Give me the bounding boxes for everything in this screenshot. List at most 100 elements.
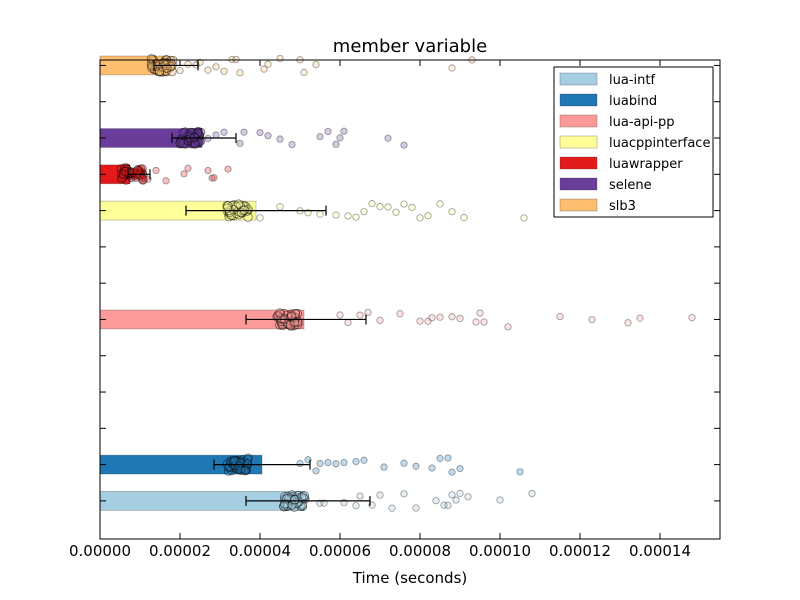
sample-point-luacppinterface xyxy=(520,214,528,222)
sample-point-luabind xyxy=(324,459,332,467)
sample-point-lua-intf xyxy=(432,497,440,505)
sample-point-lua-intf xyxy=(528,489,536,498)
sample-point-selene xyxy=(220,128,228,136)
sample-point-lua-api-pp xyxy=(416,317,424,325)
sample-point-selene xyxy=(236,139,244,147)
cluster-point-luawrapper xyxy=(124,168,134,178)
sample-point-luacppinterface xyxy=(408,203,416,211)
sample-point-luabind xyxy=(456,465,464,473)
cluster-point-luabind xyxy=(242,459,253,469)
sample-point-luabind xyxy=(332,460,340,468)
sample-point-selene xyxy=(212,131,220,139)
legend-swatch-luacppinterface xyxy=(559,135,598,149)
series-lua-intf xyxy=(99,489,536,512)
sample-point-lua-api-pp xyxy=(636,314,644,322)
sample-point-luabind xyxy=(296,459,304,468)
sample-point-slb3 xyxy=(260,65,268,73)
legend-label-luawrapper: luawrapper xyxy=(609,157,683,172)
sample-point-luacppinterface xyxy=(460,214,468,222)
sample-point-selene xyxy=(324,127,332,136)
x-tick-label: 0.00000 xyxy=(69,542,131,560)
sample-point-luabind xyxy=(316,459,324,468)
series-luacppinterface xyxy=(99,199,528,222)
legend-swatch-selene xyxy=(559,177,598,191)
sample-point-selene xyxy=(384,134,392,142)
sample-point-luabind xyxy=(340,458,348,467)
sample-point-selene xyxy=(276,135,284,143)
sample-point-luacppinterface xyxy=(448,208,456,216)
sample-point-luacppinterface xyxy=(392,208,400,216)
sample-point-slb3 xyxy=(264,60,272,68)
sample-point-selene xyxy=(264,132,272,140)
sample-point-lua-api-pp xyxy=(356,311,364,319)
sample-point-luawrapper xyxy=(224,165,232,173)
sample-point-luawrapper xyxy=(162,177,170,185)
sample-point-slb3 xyxy=(212,63,220,71)
series-selene xyxy=(99,126,408,149)
sample-point-lua-intf xyxy=(320,499,328,507)
sample-point-luawrapper xyxy=(180,170,188,178)
sample-point-luabind xyxy=(352,458,360,466)
sample-point-lua-api-pp xyxy=(688,314,696,322)
sample-point-lua-api-pp xyxy=(344,319,352,327)
cluster-point-luawrapper xyxy=(133,165,143,176)
sample-point-luacppinterface xyxy=(256,214,264,222)
x-tick-label: 0.00008 xyxy=(389,542,451,560)
sample-point-lua-api-pp xyxy=(436,313,444,321)
legend-label-luabind: luabind xyxy=(609,94,657,109)
sample-point-lua-intf xyxy=(352,502,360,510)
sample-point-lua-api-pp xyxy=(472,318,480,326)
sample-point-lua-intf xyxy=(496,496,504,504)
sample-point-luawrapper xyxy=(210,174,218,182)
legend-label-lua-api-pp: lua-api-pp xyxy=(609,115,675,130)
sample-point-luacppinterface xyxy=(352,213,360,221)
cluster-point-lua-api-pp xyxy=(275,308,285,318)
sample-point-luacppinterface xyxy=(416,214,424,222)
sample-point-luacppinterface xyxy=(436,200,444,208)
sample-point-luacppinterface xyxy=(360,208,368,216)
x-axis: 0.00000 0.00002 0.00004 0.00006 0.00008 0.000… xyxy=(69,60,720,560)
sample-point-slb3 xyxy=(276,54,284,63)
legend-swatch-luawrapper xyxy=(559,156,598,170)
sample-point-lua-api-pp xyxy=(588,316,596,324)
x-tick-label: 0.00010 xyxy=(469,542,531,560)
sample-point-slb3 xyxy=(184,60,192,68)
series-luawrapper xyxy=(99,163,232,185)
cluster-point-lua-api-pp xyxy=(287,311,297,321)
sample-point-lua-api-pp xyxy=(428,314,436,322)
sample-point-lua-intf xyxy=(356,492,364,500)
sample-point-slb3 xyxy=(232,55,240,64)
legend-label-lua-intf: lua-intf xyxy=(609,73,655,88)
plot-frame xyxy=(99,59,721,540)
sample-point-luawrapper xyxy=(204,166,212,175)
sample-point-lua-intf xyxy=(448,491,456,499)
x-tick-label: 0.00004 xyxy=(229,542,291,560)
sample-point-lua-api-pp xyxy=(556,312,564,321)
sample-point-selene xyxy=(340,127,348,135)
sample-point-lua-api-pp xyxy=(480,318,488,326)
sample-point-slb3 xyxy=(176,66,184,75)
sample-point-selene xyxy=(256,128,264,137)
legend: lua-intf luabind lua-api-pp luacppinterface… xyxy=(553,66,714,218)
sample-point-luabind xyxy=(400,459,408,467)
series-slb3 xyxy=(99,54,476,77)
sample-point-luacppinterface xyxy=(332,211,340,219)
sample-point-lua-intf xyxy=(464,493,472,501)
sample-point-luabind xyxy=(444,454,452,462)
sample-point-luacppinterface xyxy=(276,203,284,211)
sample-point-slb3 xyxy=(312,61,320,69)
sample-point-slb3 xyxy=(300,68,308,76)
legend-swatch-slb3 xyxy=(559,198,598,212)
sample-point-selene xyxy=(332,140,340,148)
sample-point-slb3 xyxy=(236,69,244,77)
x-tick-label: 0.00006 xyxy=(309,542,371,560)
x-tick-label: 0.00012 xyxy=(549,542,611,560)
cluster-point-selene xyxy=(178,139,188,149)
sample-point-luacppinterface xyxy=(376,203,384,211)
sample-point-lua-api-pp xyxy=(624,319,632,327)
sample-point-luabind xyxy=(428,464,436,472)
legend-label-selene: selene xyxy=(609,178,652,193)
x-tick-label: 0.00014 xyxy=(629,542,691,560)
sample-point-luabind xyxy=(360,456,368,464)
cluster-point-luabind xyxy=(229,455,239,465)
